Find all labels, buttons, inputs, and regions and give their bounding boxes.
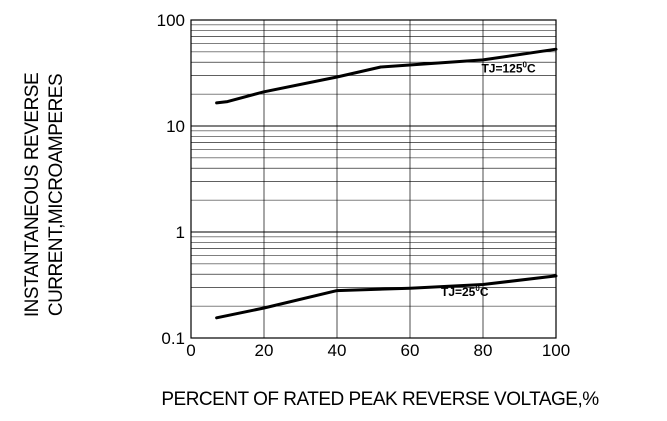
- plot-frame: [190, 19, 557, 339]
- x-tick-label: 20: [255, 341, 274, 360]
- series-line: [215, 274, 558, 320]
- x-tick-label: 80: [474, 341, 493, 360]
- y-axis-title-line-2: CURRENT,MICROAMPERES: [46, 74, 67, 316]
- x-tick-label: 40: [328, 341, 347, 360]
- y-tick-label: 0.1: [161, 329, 185, 348]
- x-tick-label: 100: [542, 341, 570, 360]
- y-axis-title-line-1: INSTANTANEOUS REVERSE: [22, 73, 43, 317]
- x-axis-title: PERCENT OF RATED PEAK REVERSE VOLTAGE,%: [161, 389, 599, 410]
- series-label: TJ=1250C: [481, 60, 536, 75]
- y-tick-label: 1: [176, 223, 185, 242]
- x-tick-label: 0: [186, 341, 195, 360]
- y-tick-label: 10: [166, 117, 185, 136]
- series-layer: TJ=1250C TJ=250C: [215, 47, 558, 320]
- series-line: [215, 47, 558, 105]
- grid: [190, 19, 557, 339]
- series-label: TJ=250C: [441, 284, 489, 299]
- x-tick-label: 60: [401, 341, 420, 360]
- y-axis-title: INSTANTANEOUS REVERSE CURRENT,MICROAMPER…: [22, 73, 67, 317]
- tick-labels: 0 20 40 60 80 100 0.1 1 10 100: [157, 11, 571, 360]
- y-tick-label: 100: [157, 11, 185, 30]
